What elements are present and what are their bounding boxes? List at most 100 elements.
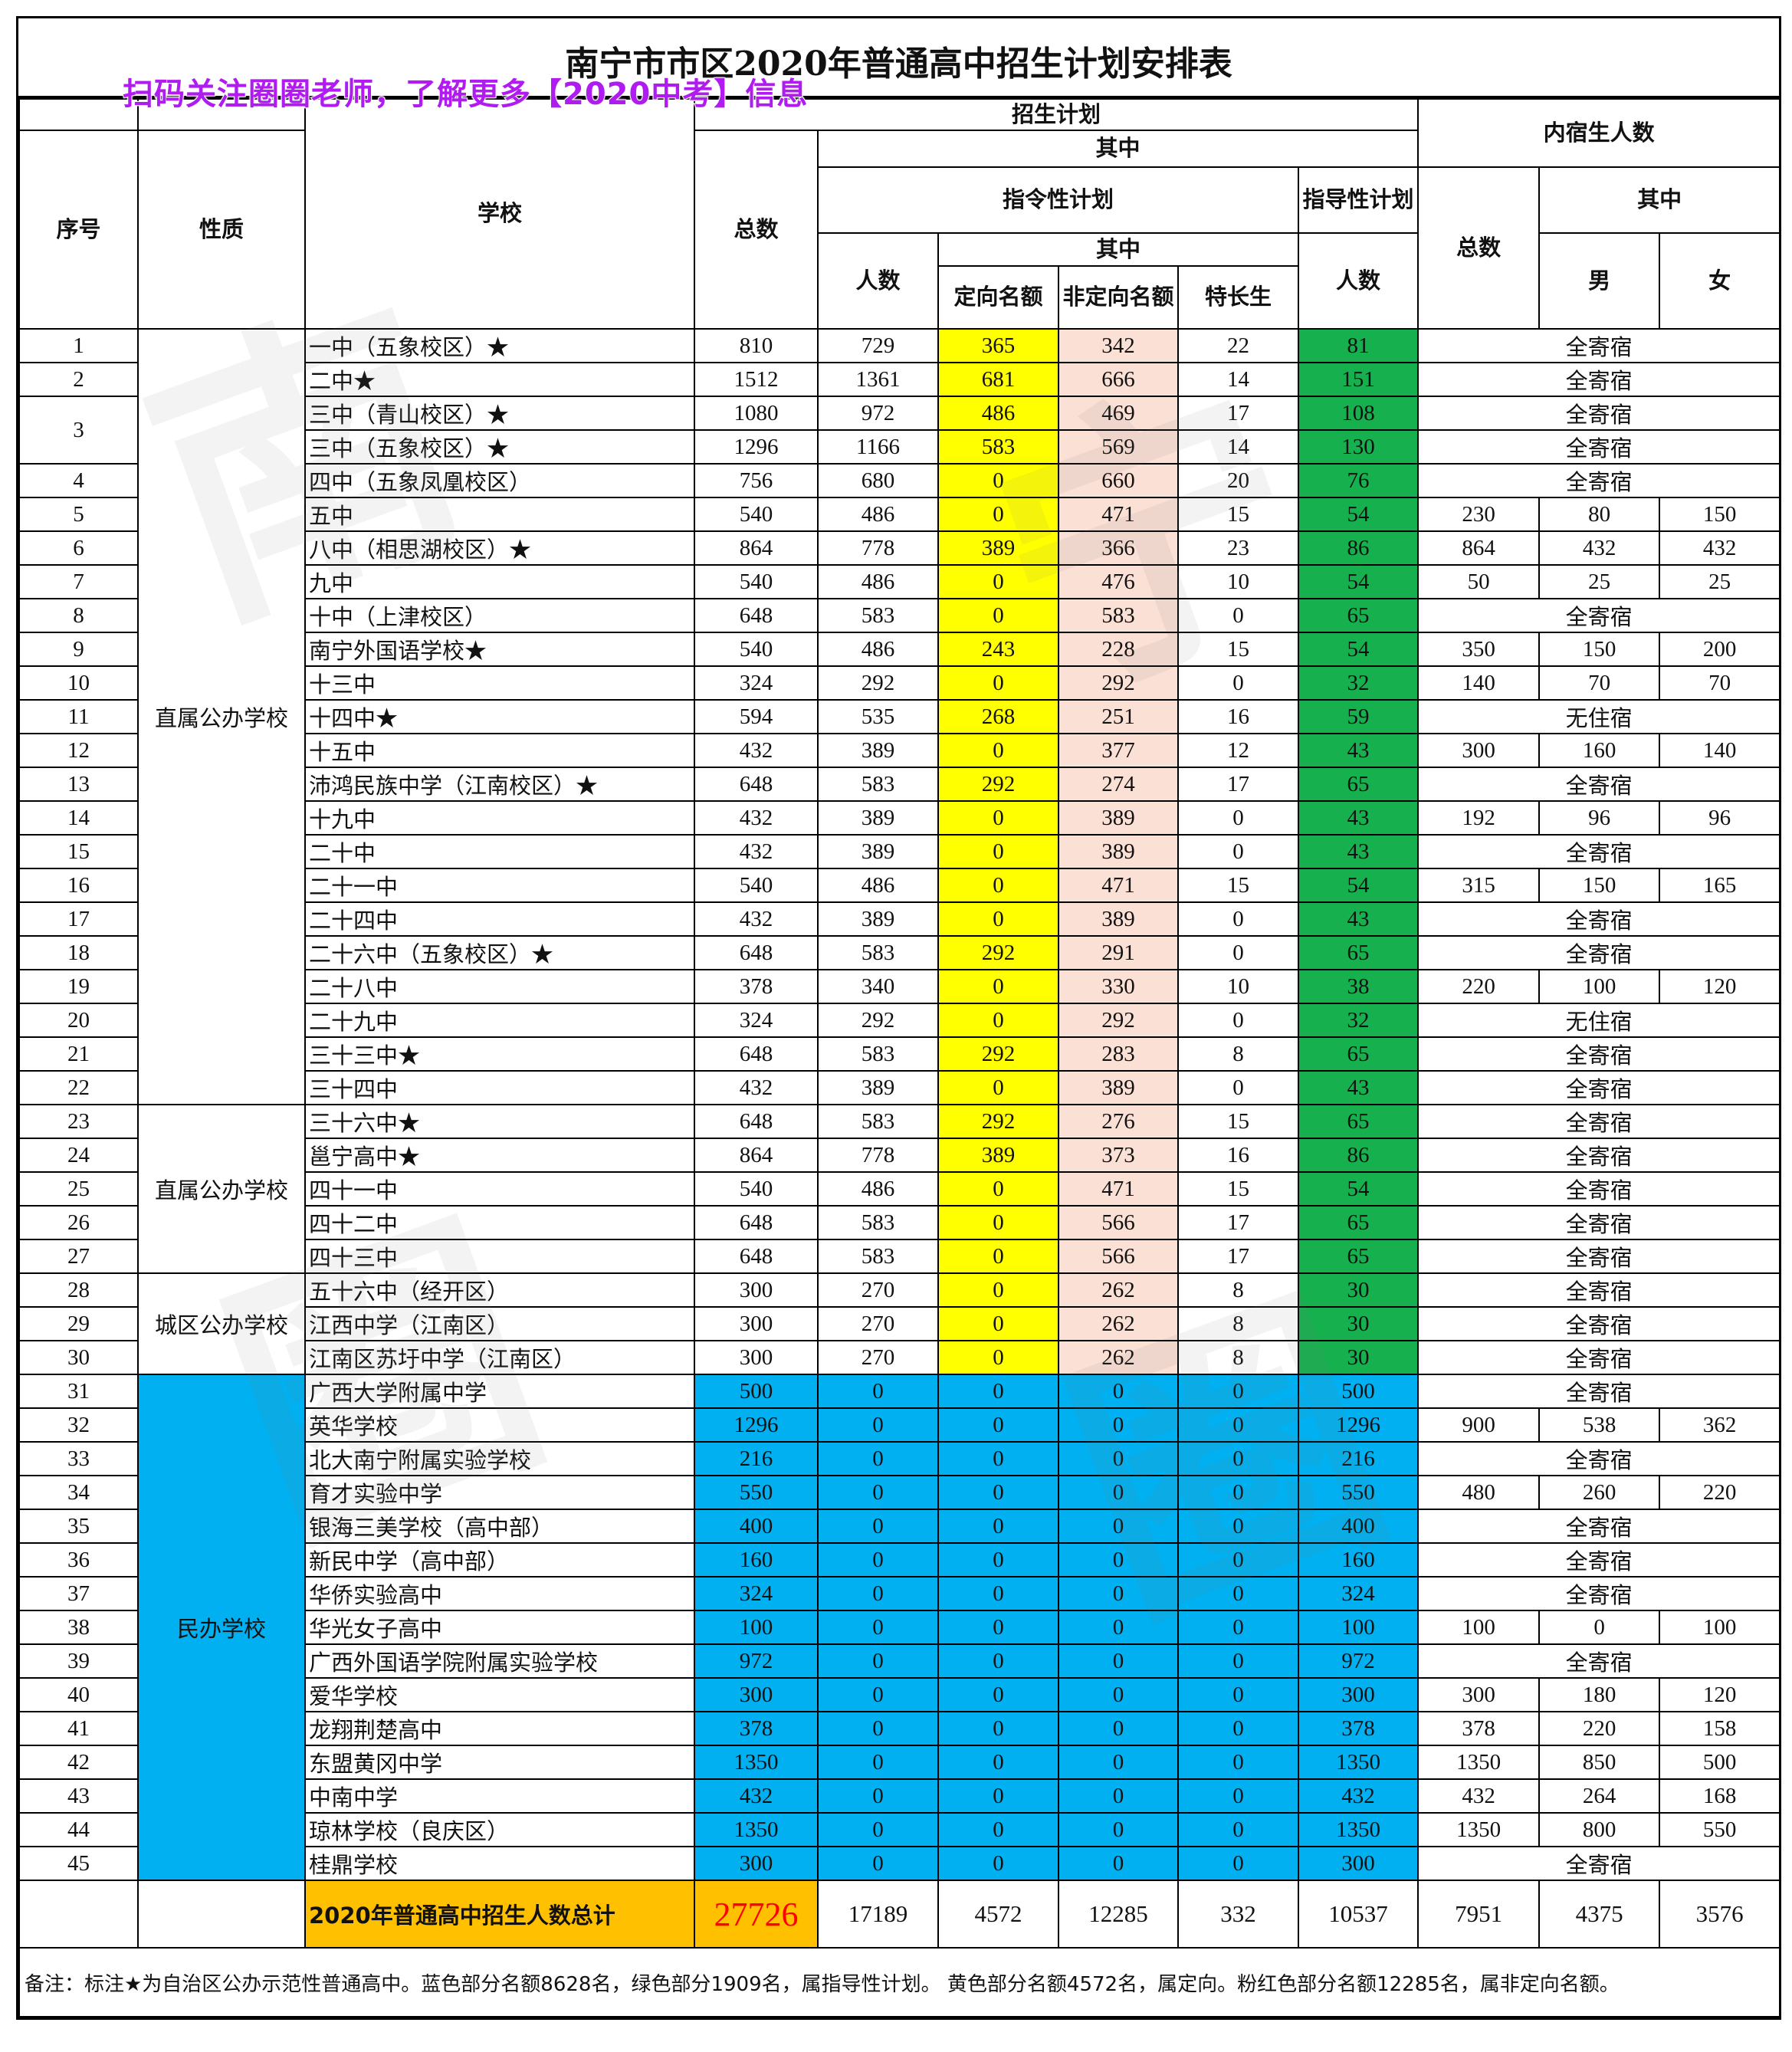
total-cell: 378: [694, 1711, 819, 1746]
table-row: 2 二中★ 1512 1361 681 666 14 151 全寄宿: [18, 362, 1781, 397]
special-cell: 15: [1177, 497, 1299, 532]
table-row: 17 二十四中 432 389 0 389 0 43 全寄宿: [18, 901, 1781, 937]
total-cell: 432: [694, 834, 819, 869]
non-directed-cell: 583: [1058, 598, 1179, 633]
seq-cell: 24: [18, 1138, 139, 1173]
total-cell: 324: [694, 1576, 819, 1611]
boarding-male-cell: 25: [1538, 564, 1661, 599]
table-row: 29 江西中学（江南区） 300 270 0 262 8 30 全寄宿: [18, 1306, 1781, 1341]
boarding-male-cell: 260: [1538, 1475, 1661, 1510]
boarding-female-cell: 432: [1659, 530, 1781, 566]
school-cell: 十四中★: [304, 699, 695, 734]
enrollment-sheet: 南宁市市区2020年普通高中招生计划安排表 学校 招生计划 内宿生人数 序号 性…: [16, 16, 1781, 2020]
school-cell: 三中（青山校区）★: [304, 396, 695, 431]
special-cell: 8: [1177, 1272, 1299, 1308]
seq-cell: 19: [18, 969, 139, 1004]
special-cell: 16: [1177, 699, 1299, 734]
total-cell: 1512: [694, 362, 819, 397]
seq-cell: 2: [18, 362, 139, 397]
guidance-cell: 54: [1297, 497, 1419, 532]
seq-cell: 33: [18, 1441, 139, 1476]
non-directed-cell: 291: [1058, 935, 1179, 970]
seq-cell: 4: [18, 463, 139, 498]
total-cell: 1080: [694, 396, 819, 431]
special-cell: 0: [1177, 1374, 1299, 1409]
seq-cell: 39: [18, 1643, 139, 1679]
directed-cell: 0: [937, 834, 1059, 869]
count-cell: 270: [817, 1340, 939, 1375]
directed-cell: 0: [937, 1542, 1059, 1578]
table-row: 8 十中（上津校区） 648 583 0 583 0 65 全寄宿: [18, 598, 1781, 633]
special-cell: 0: [1177, 598, 1299, 633]
count-cell: 0: [817, 1576, 939, 1611]
seq-cell: 32: [18, 1407, 139, 1443]
blank-cell: [18, 1880, 139, 1949]
boarding-male-cell: 800: [1538, 1812, 1661, 1847]
non-directed-cell: 283: [1058, 1036, 1179, 1072]
directed-cell: 0: [937, 1576, 1059, 1611]
boarding-male-cell: 96: [1538, 800, 1661, 836]
total-row: 2020年普通高中招生人数总计 27726 17189 4572 12285 332 105…: [18, 1880, 1781, 1949]
special-cell: 0: [1177, 1643, 1299, 1679]
boarding-status-cell: 全寄宿: [1417, 396, 1781, 431]
total-value: 332: [1177, 1880, 1299, 1949]
count-cell: 0: [817, 1407, 939, 1443]
seq-cell: 45: [18, 1846, 139, 1881]
boarding-status-cell: 全寄宿: [1417, 328, 1781, 363]
total-cell: 216: [694, 1441, 819, 1476]
non-directed-cell: 262: [1058, 1340, 1179, 1375]
table-row: 22 三十四中 432 389 0 389 0 43 全寄宿: [18, 1070, 1781, 1105]
header-female: 女: [1659, 232, 1781, 330]
table-row: 20 二十九中 324 292 0 292 0 32 无住宿: [18, 1003, 1781, 1038]
boarding-male-cell: 264: [1538, 1778, 1661, 1814]
directed-cell: 0: [937, 733, 1059, 768]
boarding-female-cell: 140: [1659, 733, 1781, 768]
seq-cell: 36: [18, 1542, 139, 1578]
seq-cell: 3: [18, 396, 139, 465]
non-directed-cell: 292: [1058, 1003, 1179, 1038]
seq-cell: 22: [18, 1070, 139, 1105]
promo-banner[interactable]: 扫码关注圈圈老师，了解更多【2020中考】信息: [122, 76, 809, 113]
table-row: 13 沛鸿民族中学（江南校区）★ 648 583 292 274 17 65 全寄宿: [18, 767, 1781, 802]
non-directed-cell: 366: [1058, 530, 1179, 566]
total-cell: 594: [694, 699, 819, 734]
special-cell: 20: [1177, 463, 1299, 498]
guidance-cell: 30: [1297, 1306, 1419, 1341]
table-row: 5 五中 540 486 0 471 15 54 230 80 150: [18, 497, 1781, 532]
special-cell: 8: [1177, 1340, 1299, 1375]
non-directed-cell: 566: [1058, 1239, 1179, 1274]
boarding-total-cell: 378: [1417, 1711, 1541, 1746]
boarding-male-cell: 538: [1538, 1407, 1661, 1443]
table-row: 31 民办学校 广西大学附属中学 500 0 0 0 0 500 全寄宿: [18, 1374, 1781, 1881]
special-cell: 0: [1177, 1677, 1299, 1712]
total-value: 7951: [1417, 1880, 1541, 1949]
directed-cell: 292: [937, 1104, 1059, 1139]
boarding-female-cell: 158: [1659, 1711, 1781, 1746]
school-cell: 江西中学（江南区）: [304, 1306, 695, 1341]
table-row: 27 四十三中 648 583 0 566 17 65 全寄宿: [18, 1239, 1781, 1274]
count-cell: 389: [817, 834, 939, 869]
count-cell: 583: [817, 935, 939, 970]
seq-cell: 26: [18, 1205, 139, 1240]
directed-cell: 365: [937, 328, 1059, 363]
guidance-cell: 32: [1297, 665, 1419, 701]
seq-cell: 27: [18, 1239, 139, 1274]
total-cell: 432: [694, 800, 819, 836]
school-cell: 四十三中: [304, 1239, 695, 1274]
seq-cell: 6: [18, 530, 139, 566]
total-cell: 378: [694, 969, 819, 1004]
seq-cell: 23: [18, 1104, 139, 1139]
boarding-female-cell: 100: [1659, 1610, 1781, 1645]
table-row: 12 十五中 432 389 0 377 12 43 300 160 140: [18, 733, 1781, 768]
total-value: 17189: [817, 1880, 939, 1949]
boarding-total-cell: 480: [1417, 1475, 1541, 1510]
directed-cell: 389: [937, 530, 1059, 566]
total-cell: 1350: [694, 1745, 819, 1780]
boarding-female-cell: 150: [1659, 497, 1781, 532]
boarding-status-cell: 全寄宿: [1417, 1509, 1781, 1544]
table-row: 21 三十三中★ 648 583 292 283 8 65 全寄宿: [18, 1036, 1781, 1072]
special-cell: 0: [1177, 1576, 1299, 1611]
boarding-status-cell: 全寄宿: [1417, 1340, 1781, 1375]
guidance-cell: 1350: [1297, 1812, 1419, 1847]
header-male: 男: [1538, 232, 1661, 330]
